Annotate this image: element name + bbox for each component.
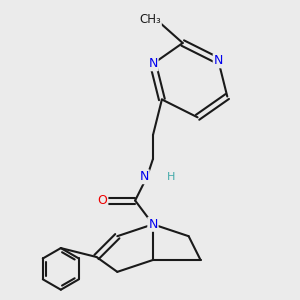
Text: H: H xyxy=(167,172,175,182)
Text: N: N xyxy=(148,218,158,231)
Text: CH₃: CH₃ xyxy=(139,13,161,26)
Text: N: N xyxy=(140,170,149,183)
Text: N: N xyxy=(148,57,158,70)
Text: O: O xyxy=(98,194,107,207)
Text: N: N xyxy=(214,54,223,67)
